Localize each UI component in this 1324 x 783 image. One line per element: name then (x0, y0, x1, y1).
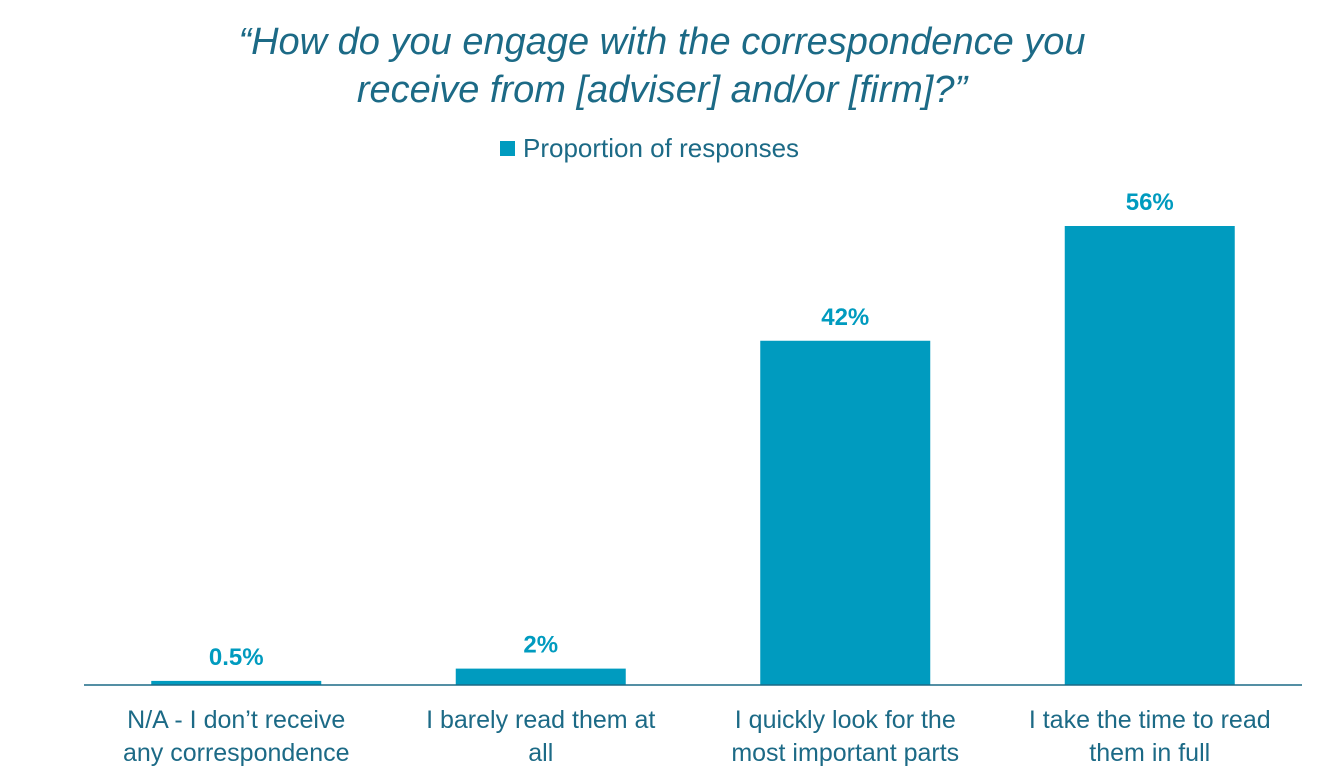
bar (455, 668, 626, 685)
category-label: I quickly look for the most important pa… (695, 704, 995, 770)
data-label: 42% (821, 304, 869, 331)
bars-group (151, 226, 1235, 685)
category-label: I barely read them at all (391, 704, 691, 770)
data-label: 56% (1126, 189, 1174, 216)
data-label: 2% (523, 632, 558, 659)
category-label: I take the time to read them in full (1000, 704, 1300, 770)
category-label-line: N/A - I don’t receive (127, 706, 346, 734)
data-label: 0.5% (209, 644, 264, 671)
bar (151, 680, 322, 685)
data-labels-group: 0.5% 2% 42% 56% (209, 189, 1174, 671)
chart-title-line-1: “How do you engage with the corresponden… (238, 21, 1086, 63)
chart-legend: Proportion of responses (500, 132, 799, 164)
category-label-line: any correspondence (122, 739, 350, 767)
category-label: N/A - I don’t receive any correspondence (86, 704, 386, 770)
category-label-line: I barely read them at (426, 706, 656, 734)
category-label-line: I quickly look for the (734, 706, 956, 734)
chart-title-line-2: receive from [adviser] and/or [firm]?” (356, 69, 968, 111)
legend-swatch (500, 140, 515, 156)
chart-title: “How do you engage with the corresponden… (0, 18, 1324, 114)
legend-label: Proportion of responses (523, 132, 800, 163)
bar (1064, 226, 1235, 685)
category-label-line: them in full (1089, 739, 1211, 767)
category-label-line: most important parts (731, 739, 960, 767)
category-label-line: I take the time to read (1028, 706, 1271, 734)
bar (760, 340, 931, 685)
category-label-line: all (528, 739, 554, 767)
